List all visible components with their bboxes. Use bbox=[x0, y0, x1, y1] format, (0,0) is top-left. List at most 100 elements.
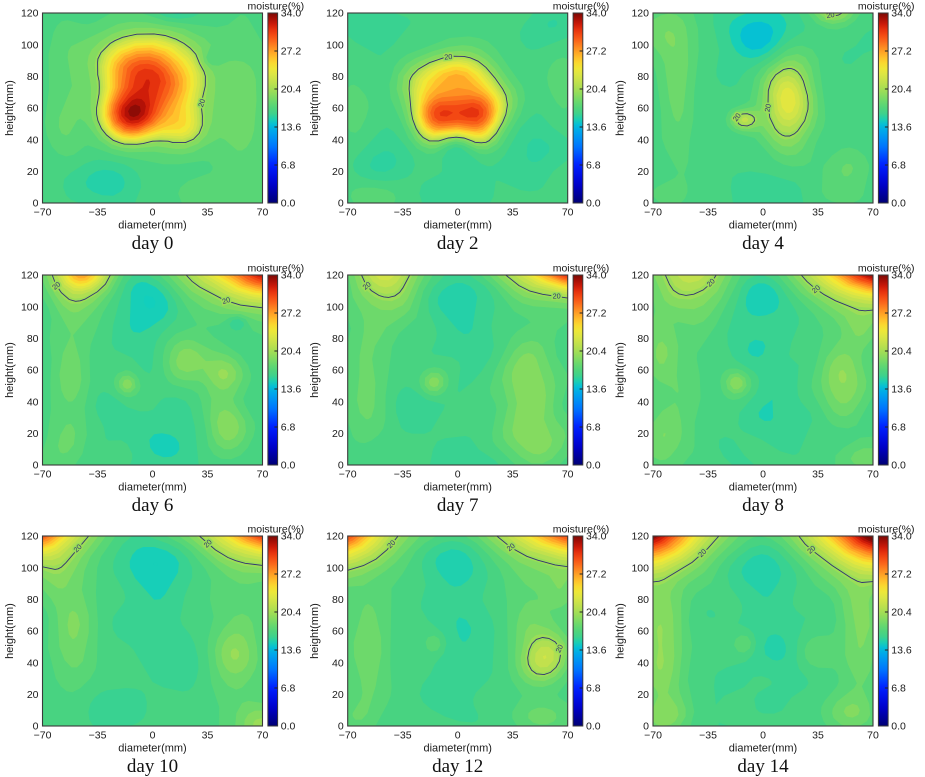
svg-text:0: 0 bbox=[455, 469, 461, 481]
svg-text:height(mm): height(mm) bbox=[615, 80, 627, 136]
svg-text:day 12: day 12 bbox=[432, 756, 483, 777]
svg-text:70: 70 bbox=[257, 207, 269, 219]
svg-text:−70: −70 bbox=[644, 730, 662, 742]
svg-text:35: 35 bbox=[202, 207, 214, 219]
svg-text:34.0: 34.0 bbox=[891, 531, 912, 543]
svg-text:20.4: 20.4 bbox=[891, 607, 912, 619]
svg-text:0.0: 0.0 bbox=[281, 721, 296, 733]
svg-text:13.6: 13.6 bbox=[891, 645, 912, 657]
svg-text:120: 120 bbox=[326, 8, 344, 20]
svg-text:6.8: 6.8 bbox=[891, 422, 906, 434]
svg-text:27.2: 27.2 bbox=[281, 46, 302, 58]
svg-text:−35: −35 bbox=[89, 469, 107, 481]
svg-text:day 14: day 14 bbox=[737, 756, 789, 777]
svg-text:6.8: 6.8 bbox=[586, 683, 601, 695]
svg-text:80: 80 bbox=[637, 594, 649, 606]
svg-text:−70: −70 bbox=[34, 207, 52, 219]
svg-text:height(mm): height(mm) bbox=[4, 603, 16, 659]
svg-text:70: 70 bbox=[867, 730, 879, 742]
svg-text:0.0: 0.0 bbox=[891, 721, 906, 733]
svg-text:120: 120 bbox=[631, 531, 649, 543]
svg-text:13.6: 13.6 bbox=[281, 122, 302, 134]
svg-text:40: 40 bbox=[27, 657, 39, 669]
svg-text:35: 35 bbox=[812, 469, 824, 481]
svg-text:13.6: 13.6 bbox=[586, 384, 607, 396]
svg-text:20.4: 20.4 bbox=[586, 84, 607, 96]
svg-text:diameter(mm): diameter(mm) bbox=[729, 482, 797, 494]
svg-text:height(mm): height(mm) bbox=[309, 603, 321, 659]
svg-text:100: 100 bbox=[631, 562, 649, 574]
svg-text:20.4: 20.4 bbox=[281, 84, 302, 96]
svg-text:80: 80 bbox=[27, 71, 39, 83]
svg-text:0: 0 bbox=[455, 207, 461, 219]
svg-text:20: 20 bbox=[637, 689, 649, 701]
svg-text:13.6: 13.6 bbox=[586, 122, 607, 134]
svg-text:−70: −70 bbox=[339, 469, 357, 481]
svg-text:100: 100 bbox=[326, 39, 344, 51]
svg-text:day 0: day 0 bbox=[132, 233, 174, 254]
svg-text:34.0: 34.0 bbox=[891, 270, 912, 282]
svg-text:0.0: 0.0 bbox=[281, 460, 296, 472]
svg-text:34.0: 34.0 bbox=[891, 8, 912, 20]
svg-text:70: 70 bbox=[257, 469, 269, 481]
svg-text:−35: −35 bbox=[699, 207, 717, 219]
svg-text:−35: −35 bbox=[89, 207, 107, 219]
svg-text:diameter(mm): diameter(mm) bbox=[423, 743, 491, 755]
svg-text:40: 40 bbox=[637, 396, 649, 408]
svg-text:0: 0 bbox=[643, 198, 649, 210]
svg-text:60: 60 bbox=[637, 365, 649, 377]
svg-text:100: 100 bbox=[21, 39, 39, 51]
svg-text:diameter(mm): diameter(mm) bbox=[118, 220, 186, 232]
svg-text:−70: −70 bbox=[34, 730, 52, 742]
svg-text:80: 80 bbox=[637, 71, 649, 83]
svg-text:−35: −35 bbox=[394, 730, 412, 742]
svg-text:120: 120 bbox=[21, 270, 39, 282]
svg-text:70: 70 bbox=[257, 730, 269, 742]
svg-text:40: 40 bbox=[332, 396, 344, 408]
svg-text:20: 20 bbox=[332, 166, 344, 178]
svg-text:20.4: 20.4 bbox=[586, 607, 607, 619]
svg-text:34.0: 34.0 bbox=[586, 531, 607, 543]
svg-text:day 6: day 6 bbox=[132, 495, 174, 516]
svg-text:0.0: 0.0 bbox=[891, 460, 906, 472]
svg-text:60: 60 bbox=[637, 626, 649, 638]
svg-text:34.0: 34.0 bbox=[586, 8, 607, 20]
svg-text:20.4: 20.4 bbox=[281, 607, 302, 619]
svg-text:27.2: 27.2 bbox=[891, 46, 912, 58]
svg-text:35: 35 bbox=[507, 469, 519, 481]
svg-text:40: 40 bbox=[27, 396, 39, 408]
svg-text:day 7: day 7 bbox=[437, 495, 479, 516]
svg-text:0.0: 0.0 bbox=[586, 721, 601, 733]
svg-text:day 2: day 2 bbox=[437, 233, 479, 254]
svg-text:20: 20 bbox=[27, 689, 39, 701]
svg-text:70: 70 bbox=[562, 469, 574, 481]
svg-text:35: 35 bbox=[812, 730, 824, 742]
svg-text:70: 70 bbox=[867, 469, 879, 481]
svg-text:6.8: 6.8 bbox=[281, 422, 296, 434]
svg-text:80: 80 bbox=[27, 594, 39, 606]
svg-text:60: 60 bbox=[27, 365, 39, 377]
svg-text:−35: −35 bbox=[699, 730, 717, 742]
svg-text:0: 0 bbox=[338, 721, 344, 733]
svg-text:20.4: 20.4 bbox=[891, 346, 912, 358]
svg-text:height(mm): height(mm) bbox=[4, 80, 16, 136]
svg-text:100: 100 bbox=[21, 301, 39, 313]
svg-text:−35: −35 bbox=[89, 730, 107, 742]
svg-text:6.8: 6.8 bbox=[891, 683, 906, 695]
svg-text:20: 20 bbox=[27, 166, 39, 178]
svg-text:34.0: 34.0 bbox=[281, 531, 302, 543]
svg-text:0.0: 0.0 bbox=[586, 198, 601, 210]
svg-text:13.6: 13.6 bbox=[281, 645, 302, 657]
svg-text:0: 0 bbox=[760, 730, 766, 742]
svg-text:diameter(mm): diameter(mm) bbox=[423, 482, 491, 494]
svg-text:13.6: 13.6 bbox=[281, 384, 302, 396]
svg-text:height(mm): height(mm) bbox=[615, 342, 627, 398]
svg-text:40: 40 bbox=[332, 657, 344, 669]
svg-text:0.0: 0.0 bbox=[586, 460, 601, 472]
svg-text:diameter(mm): diameter(mm) bbox=[729, 743, 797, 755]
svg-text:moisture(%): moisture(%) bbox=[858, 263, 915, 275]
svg-text:−35: −35 bbox=[699, 469, 717, 481]
svg-text:120: 120 bbox=[326, 531, 344, 543]
svg-text:80: 80 bbox=[27, 333, 39, 345]
svg-text:80: 80 bbox=[637, 333, 649, 345]
